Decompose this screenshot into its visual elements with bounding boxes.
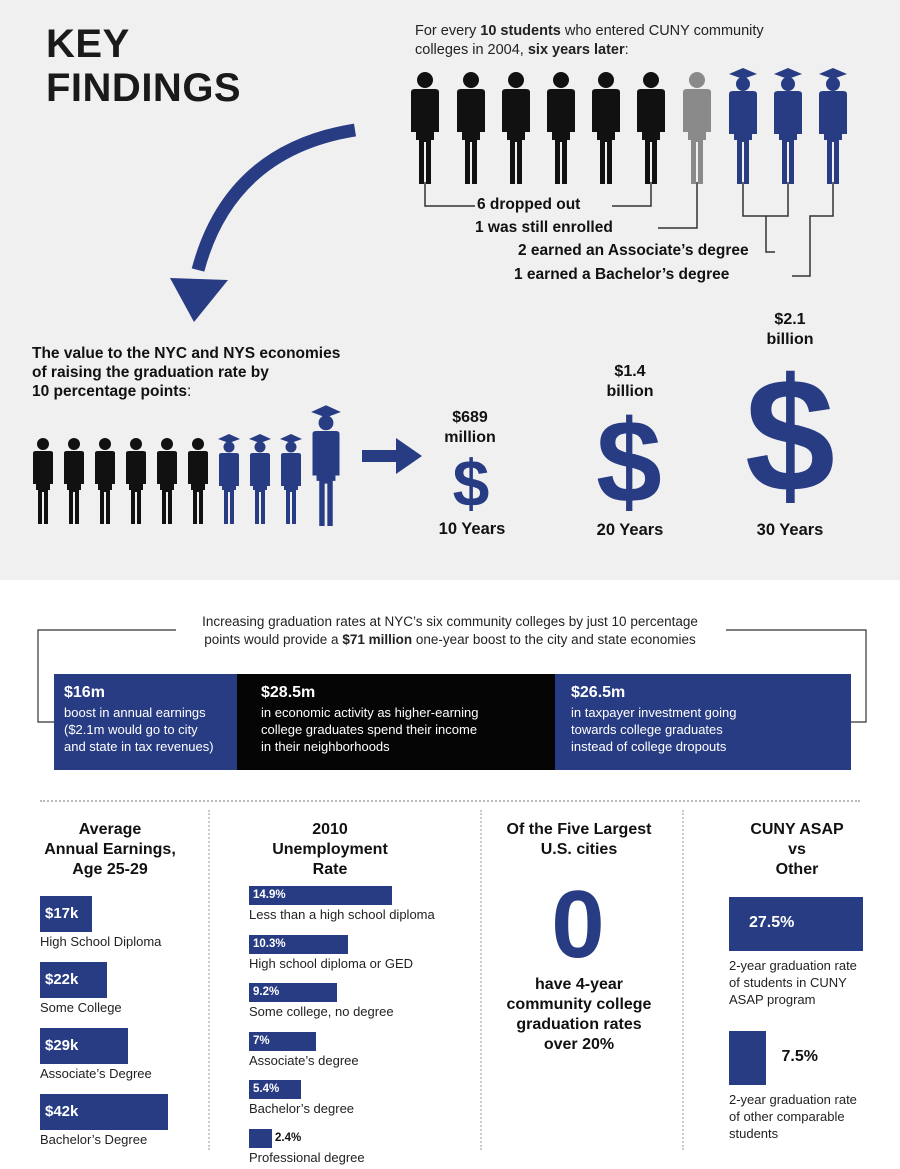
impact-30-years: 30 Years xyxy=(756,521,824,539)
earnings-label: Bachelor’s Degree xyxy=(40,1132,148,1147)
unemployment-label: Less than a high school diploma xyxy=(249,907,435,922)
outcome-bracket-lines xyxy=(424,182,834,277)
earnings-label: Some College xyxy=(40,1000,122,1015)
earnings-title: Average Annual Earnings, Age 25-29 xyxy=(44,821,176,878)
asap-label-line: students xyxy=(729,1126,779,1141)
unemployment-bar: 7% xyxy=(249,1031,317,1051)
unemployment-bar: 5.4% xyxy=(249,1080,301,1099)
cities-title: Of the Five Largest U.S. cities xyxy=(506,821,652,858)
boost-box-taxpayer: $26.5m in taxpayer investment going towa… xyxy=(555,674,851,770)
asap-bar: 27.5% xyxy=(729,897,863,951)
outcome-dropped-out: 6 dropped out xyxy=(477,196,581,213)
impact-30-amount: $2.1 billion xyxy=(766,311,814,348)
dollar-medium-icon: $ xyxy=(596,396,662,528)
unemployment-bar: 9.2% xyxy=(249,983,338,1002)
asap-label-line: of other comparable xyxy=(729,1109,845,1124)
right-arrow-icon xyxy=(362,438,422,474)
unemployment-label: Associate’s degree xyxy=(249,1052,359,1068)
outcome-bachelors: 1 earned a Bachelor’s degree xyxy=(514,266,730,283)
earnings-bar: $29k xyxy=(40,1028,129,1064)
ten-students-figures xyxy=(411,68,847,184)
unemployment-label: Some college, no degree xyxy=(249,1004,394,1019)
impact-10-amount: $689 million xyxy=(444,409,496,446)
asap-label: 2-year graduation rate of students in CUN… xyxy=(729,957,857,1008)
asap-label-line: ASAP program xyxy=(729,992,816,1007)
asap-label-line: of students in CUNY xyxy=(729,975,847,990)
intro-text: For every 10 students who entered CUNY c… xyxy=(415,23,764,58)
asap-label-line: 2-year graduation rate xyxy=(729,958,857,973)
earnings-bar: $22k xyxy=(40,962,108,998)
impact-10-years: 10 Years xyxy=(438,520,506,538)
impact-20-amount: $1.4 billion xyxy=(606,363,654,400)
cities-zero-number: 0 xyxy=(551,871,605,978)
outcome-associates: 2 earned an Associate’s degree xyxy=(518,242,749,259)
dollar-small-icon: $ xyxy=(452,446,490,520)
impact-20-years: 20 Years xyxy=(596,521,664,539)
boost-description: Increasing graduation rates at NYC’s six… xyxy=(202,614,698,647)
value-description: The value to the NYC and NYS economies o… xyxy=(32,345,341,400)
unemployment-bar: 10.3% xyxy=(249,934,348,954)
boost-bracket-lines xyxy=(37,629,867,723)
asap-bar xyxy=(729,1031,766,1085)
column-divider-1 xyxy=(208,810,210,1150)
outcome-still-enrolled: 1 was still enrolled xyxy=(475,219,613,236)
boost-box-economic-activity: $28.5m in economic activity as higher-ea… xyxy=(237,674,555,770)
unemployment-title: 2010 Unemployment Rate xyxy=(272,821,388,878)
earnings-bar: $42k xyxy=(40,1094,168,1130)
section-divider xyxy=(40,800,860,802)
column-divider-2 xyxy=(480,810,482,1150)
asap-label-line: 2-year graduation rate xyxy=(729,1092,857,1107)
earnings-label: High School Diploma xyxy=(40,934,162,949)
curved-arrow-icon xyxy=(170,123,357,322)
unemployment-bar: 14.9% xyxy=(249,886,392,905)
graduation-rate-figures xyxy=(33,405,341,526)
unemployment-value: 2.4% xyxy=(275,1131,302,1144)
asap-title: CUNY ASAP vs Other xyxy=(750,821,844,878)
dollar-large-icon: $ xyxy=(744,345,836,526)
unemployment-label: High school diploma or GED xyxy=(249,955,414,971)
unemployment-label: Bachelor’s degree xyxy=(249,1101,355,1116)
earnings-label: Associate’s Degree xyxy=(40,1066,152,1081)
column-divider-3 xyxy=(682,810,684,1150)
asap-label: 2-year graduation rate of other comparabl… xyxy=(729,1091,857,1142)
earnings-bar: $17k xyxy=(40,896,92,932)
asap-value: 7.5% xyxy=(781,1048,818,1065)
cities-description: have 4-year community college graduation… xyxy=(506,976,652,1053)
unemployment-bar xyxy=(249,1128,273,1148)
boost-box-earnings: $16m boost in annual earnings ($2.1m wou… xyxy=(54,674,237,770)
page-title: KEY FINDINGS xyxy=(46,22,242,110)
unemployment-label: Professional degree xyxy=(249,1149,365,1165)
